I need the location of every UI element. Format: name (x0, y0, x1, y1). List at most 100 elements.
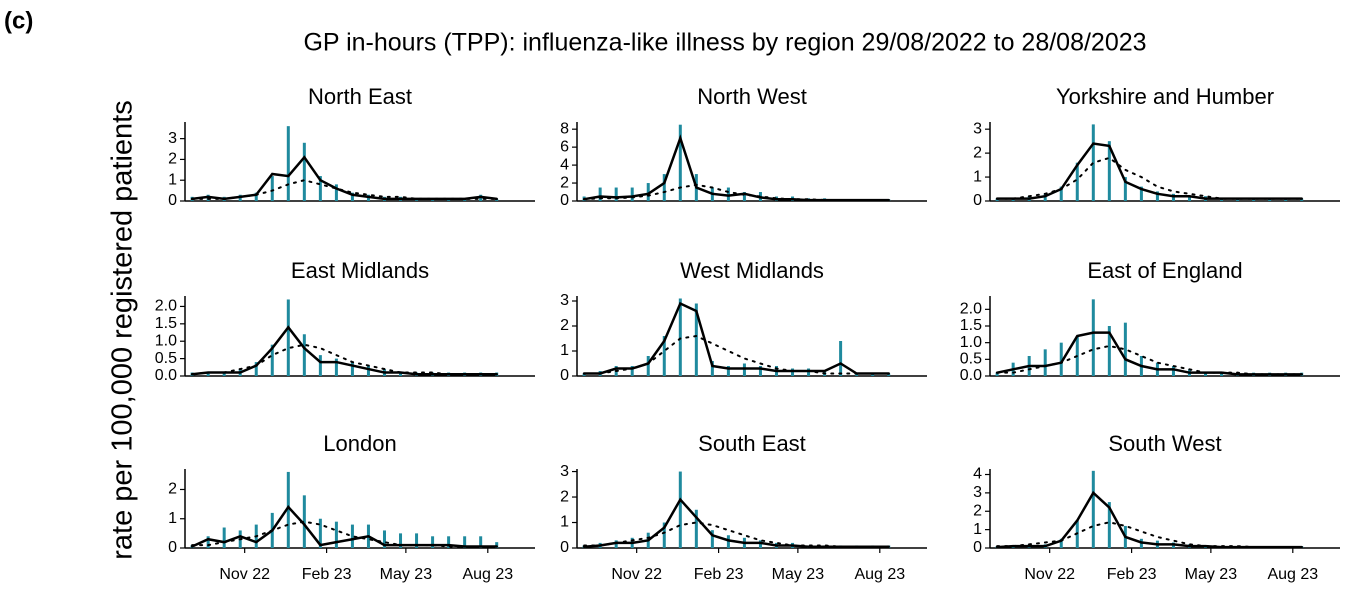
x-tick-label: May 23 (1185, 566, 1238, 583)
bar (662, 522, 666, 548)
x-tick-label: Aug 23 (854, 566, 905, 583)
bar (286, 126, 290, 201)
y-tick-label: 2 (168, 481, 177, 498)
bar (726, 366, 730, 376)
y-tick-label: 0 (973, 539, 982, 556)
bar (694, 509, 698, 548)
bar (222, 372, 226, 376)
bar (630, 366, 634, 376)
bar (1107, 326, 1111, 376)
baseline-line (583, 183, 890, 202)
panel-title: Yorkshire and Humber (1056, 84, 1274, 109)
bar (1043, 349, 1047, 376)
y-tick-label: 3 (560, 292, 569, 309)
smoothed-line (995, 490, 1303, 549)
y-tick-label: 1.0 (155, 332, 177, 349)
bar (678, 124, 682, 201)
panel-title: East Midlands (291, 258, 429, 283)
x-tick-label: Feb 23 (302, 566, 352, 583)
y-tick-label: 0 (168, 192, 177, 209)
smoothed-line (582, 497, 890, 548)
bar (286, 471, 290, 548)
smoothed-line (582, 301, 890, 375)
y-tick-label: 1.5 (960, 317, 982, 334)
y-tick-label: 2.0 (960, 301, 982, 318)
bar (286, 299, 290, 376)
y-tick-label: 1 (168, 171, 177, 188)
x-tick-label: Feb 23 (694, 566, 744, 583)
y-tick-label: 1.5 (155, 315, 177, 332)
x-tick-label: Nov 22 (1024, 566, 1075, 583)
bar (1220, 372, 1224, 376)
bar (334, 184, 338, 201)
bar (839, 341, 843, 376)
smoothed-line (995, 331, 1303, 376)
y-tick-label: 0.0 (960, 367, 982, 384)
y-tick-label: 1 (560, 342, 569, 359)
y-tick-label: 3 (973, 120, 982, 137)
bar (1155, 191, 1159, 201)
bar (254, 362, 258, 376)
y-tick-label: 2 (560, 174, 569, 191)
bar (399, 372, 403, 376)
y-tick-label: 1 (973, 168, 982, 185)
y-tick-label: 2 (168, 151, 177, 168)
bar (350, 362, 354, 376)
y-tick-label: 1 (973, 521, 982, 538)
y-tick-label: 1.0 (960, 334, 982, 351)
y-axis-label: rate per 100,000 registered patients (107, 100, 139, 559)
y-tick-label: 2 (973, 502, 982, 519)
bar (1107, 502, 1111, 548)
bar (1123, 177, 1127, 201)
bar (726, 535, 730, 548)
y-tick-label: 0 (560, 539, 569, 556)
bar (382, 530, 386, 548)
bar (1187, 196, 1191, 201)
bar (415, 533, 419, 548)
bar (710, 530, 714, 548)
baseline-line (996, 344, 1303, 376)
bar (742, 192, 746, 201)
bar (662, 174, 666, 201)
panel-title: East of England (1087, 258, 1242, 283)
y-tick-label: 8 (560, 120, 569, 137)
smoothed-line (190, 505, 498, 548)
bar (710, 361, 714, 376)
baseline-line (191, 343, 498, 376)
y-tick-label: 0 (560, 367, 569, 384)
bar (206, 372, 210, 376)
bar (614, 187, 618, 201)
panel-title: North East (308, 84, 412, 109)
bar (318, 355, 322, 376)
y-tick-label: 1 (560, 514, 569, 531)
bar (206, 536, 210, 548)
bar (366, 365, 370, 376)
y-tick-label: 3 (973, 484, 982, 501)
panel-title: South East (698, 431, 806, 456)
baseline-line (191, 520, 498, 548)
bar (399, 533, 403, 548)
y-tick-label: 0.5 (155, 350, 177, 367)
bar (694, 303, 698, 376)
bar (1091, 470, 1095, 548)
bar (350, 192, 354, 201)
smoothed-line (582, 134, 890, 202)
bar (1059, 538, 1063, 548)
bar (1107, 141, 1111, 201)
panel-label: (c) (4, 7, 33, 34)
y-tick-label: 2 (973, 144, 982, 161)
bar (479, 536, 483, 548)
bar (662, 336, 666, 376)
bar (995, 372, 999, 376)
bar (1059, 342, 1063, 376)
x-tick-label: Aug 23 (462, 566, 513, 583)
x-tick-label: Aug 23 (1267, 566, 1318, 583)
bar (495, 542, 499, 548)
bar (1091, 124, 1095, 201)
bar (1059, 186, 1063, 201)
smoothed-line (190, 155, 498, 201)
y-tick-label: 2 (560, 317, 569, 334)
bar (598, 187, 602, 201)
bar (302, 495, 306, 548)
y-tick-label: 0 (168, 539, 177, 556)
